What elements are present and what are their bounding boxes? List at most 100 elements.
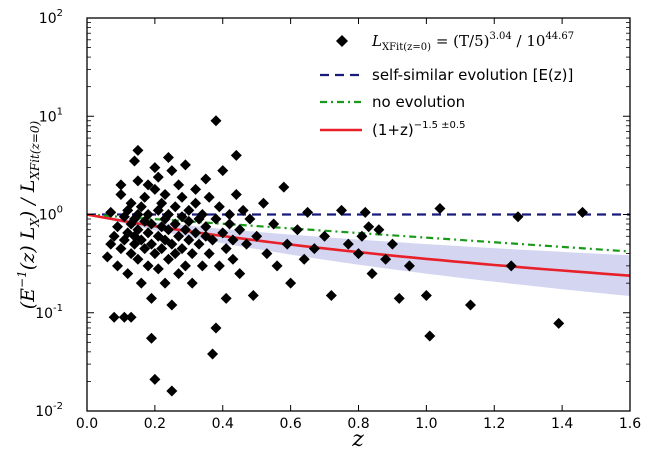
data-point <box>224 209 236 220</box>
data-point <box>190 183 202 195</box>
data-point <box>203 248 215 260</box>
data-point <box>142 209 154 220</box>
data-point <box>386 238 398 250</box>
data-point <box>159 188 171 200</box>
data-point <box>145 332 157 344</box>
data-point <box>220 243 232 255</box>
data-point <box>162 224 174 236</box>
data-point <box>132 144 144 156</box>
data-point <box>213 260 225 272</box>
data-point <box>173 179 185 191</box>
data-point <box>139 191 151 203</box>
data-point <box>108 311 120 323</box>
data-point <box>196 209 208 220</box>
data-point <box>196 260 208 272</box>
data-point <box>210 115 222 127</box>
data-point <box>132 253 144 265</box>
data-point <box>115 188 127 200</box>
data-point <box>112 221 124 233</box>
y-axis-label: (E−1(z) LX) / LXFit(z=0) <box>15 120 42 309</box>
data-point <box>247 289 259 301</box>
data-point <box>169 218 181 230</box>
data-point <box>234 224 246 236</box>
data-point <box>308 243 320 255</box>
data-point <box>217 165 229 177</box>
data-point <box>122 204 134 216</box>
x-axis-label: z <box>351 427 364 451</box>
data-point <box>166 299 178 311</box>
data-point <box>576 206 588 218</box>
data-point <box>108 230 120 242</box>
x-tick-label: 1.2 <box>483 416 505 432</box>
data-point <box>193 238 205 250</box>
data-point <box>353 248 364 260</box>
data-point <box>142 260 154 272</box>
data-point <box>319 230 331 242</box>
data-point <box>176 211 188 223</box>
data-point <box>325 289 337 301</box>
data-point <box>298 253 310 265</box>
data-point <box>190 197 202 209</box>
data-point <box>135 277 147 289</box>
data-point <box>145 292 157 304</box>
data-point <box>227 234 239 246</box>
data-point <box>183 215 195 227</box>
x-tick-label: 1.4 <box>551 416 573 432</box>
data-point <box>139 243 151 255</box>
data-point <box>217 227 229 239</box>
legend-marker-diamond <box>336 35 348 47</box>
data-point <box>403 260 415 272</box>
data-point <box>169 248 181 260</box>
data-point <box>359 206 371 218</box>
data-point <box>505 260 517 272</box>
data-point <box>224 218 236 230</box>
data-point <box>363 221 375 233</box>
x-tick-label: 0.2 <box>144 416 166 432</box>
legend-label-power-law: (1+z)−1.5 ±0.5 <box>372 120 465 139</box>
legend-label-data: LXFit(z=0) = (T/5)3.04 / 1044.67 <box>371 31 574 53</box>
data-point <box>373 224 385 236</box>
y-tick-label: 10-2 <box>35 401 63 420</box>
data-point <box>152 171 164 183</box>
data-point <box>234 268 246 280</box>
no-evolution-line <box>86 213 631 253</box>
data-point <box>169 201 181 213</box>
y-tick-label: 10-1 <box>35 303 63 322</box>
data-point <box>210 213 222 225</box>
data-point <box>115 179 127 191</box>
legend-label-self-similar: self-similar evolution [E(z)] <box>372 66 573 84</box>
plot-layer <box>86 115 631 397</box>
data-point <box>125 248 137 260</box>
data-point <box>173 268 185 280</box>
data-point <box>122 227 134 239</box>
legend-label-no-evolution: no evolution <box>372 93 465 111</box>
data-point <box>336 204 348 216</box>
data-point <box>271 260 283 272</box>
data-point <box>135 201 147 213</box>
data-point <box>115 243 127 255</box>
data-point <box>156 197 168 209</box>
data-point <box>424 330 436 342</box>
data-point <box>152 263 164 275</box>
data-point <box>227 253 239 265</box>
data-point <box>179 260 191 272</box>
data-point <box>241 238 253 250</box>
data-point <box>162 253 174 265</box>
data-point <box>203 191 215 203</box>
data-point <box>132 224 144 236</box>
data-point <box>179 224 191 236</box>
data-point <box>173 230 185 242</box>
data-point <box>149 373 161 385</box>
data-point <box>159 277 171 289</box>
data-point <box>125 311 137 323</box>
data-point <box>142 179 154 191</box>
data-point <box>149 248 161 260</box>
data-point <box>166 165 178 177</box>
data-point <box>207 348 219 360</box>
data-point <box>156 243 168 255</box>
data-point <box>291 224 303 236</box>
data-point <box>162 152 174 164</box>
data-point <box>166 385 178 397</box>
data-point <box>230 149 242 161</box>
data-point <box>179 159 191 171</box>
